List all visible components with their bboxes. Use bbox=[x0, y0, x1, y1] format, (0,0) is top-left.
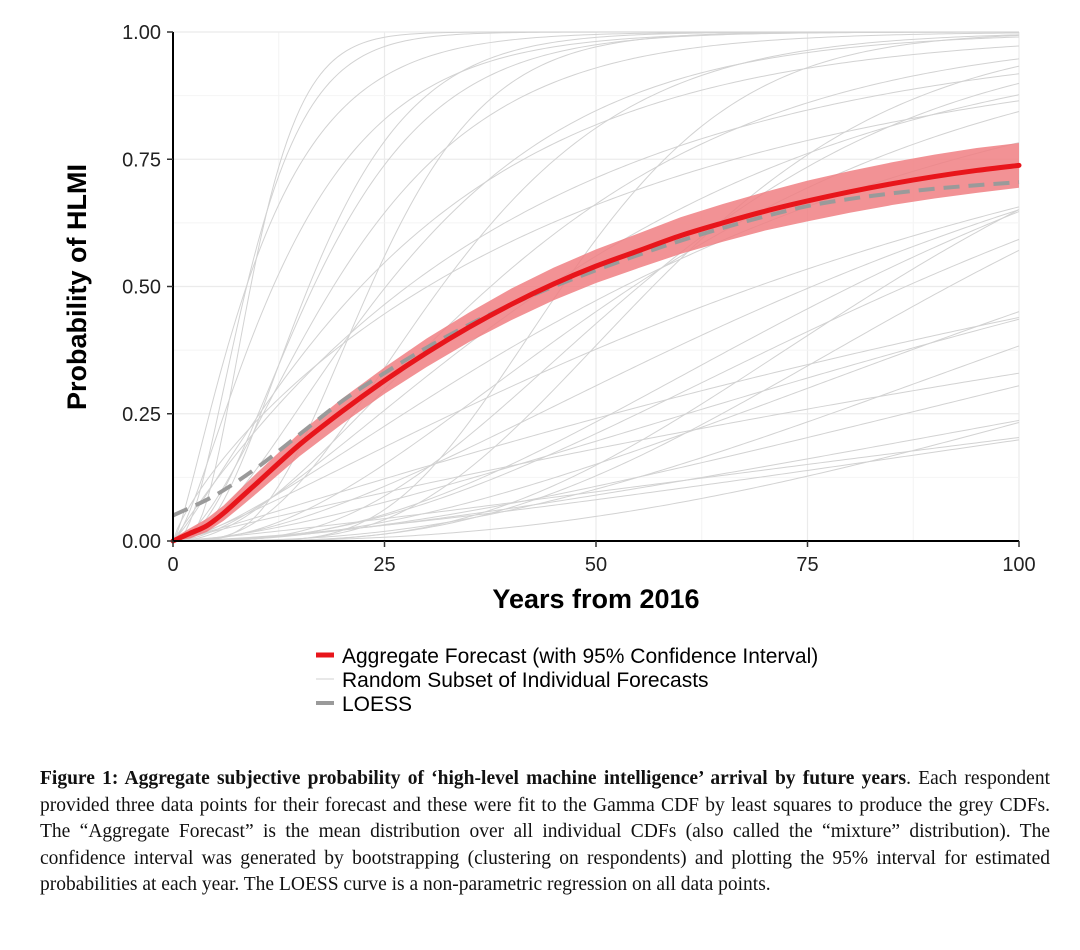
individual-forecast-line bbox=[172, 45, 1020, 542]
individual-forecast-line bbox=[173, 34, 1020, 542]
legend-label-individual: Random Subset of Individual Forecasts bbox=[342, 669, 709, 692]
x-tick-label: 25 bbox=[373, 554, 395, 576]
y-tick-label: 0.00 bbox=[122, 531, 161, 553]
x-tick-label: 50 bbox=[585, 554, 607, 576]
legend-label-aggregate: Aggregate Forecast (with 95% Confidence … bbox=[342, 645, 818, 668]
legend-label-loess: LOESS bbox=[342, 693, 412, 716]
y-tick-label: 0.25 bbox=[122, 404, 161, 426]
individual-forecast-line bbox=[172, 372, 1020, 542]
individual-forecast-line bbox=[172, 31, 1019, 542]
aggregate-layer bbox=[170, 162, 1022, 544]
individual-forecast-line bbox=[172, 206, 1020, 542]
x-tick-label: 75 bbox=[796, 554, 818, 576]
individual-forecast-line bbox=[173, 209, 1020, 542]
individual-forecast-line bbox=[173, 238, 1020, 542]
y-axis-title: Probability of HLMI bbox=[62, 164, 92, 410]
caption-body: . Each respondent provided three data po… bbox=[40, 768, 1050, 895]
legend: Aggregate Forecast (with 95% Confidence … bbox=[316, 645, 818, 716]
individual-forecast-line bbox=[172, 100, 1020, 542]
individual-forecast-line bbox=[172, 436, 1020, 542]
figure-caption: Figure 1: Aggregate subjective probabili… bbox=[40, 766, 1050, 899]
loess-layer bbox=[172, 180, 1020, 518]
individual-forecast-line bbox=[172, 36, 1020, 542]
confidence-interval-band bbox=[173, 142, 1019, 541]
individual-forecast-line bbox=[172, 316, 1020, 542]
loess-line bbox=[172, 180, 1020, 518]
individual-forecast-line bbox=[172, 209, 1020, 542]
tick-labels: 0 25 50 75 100 0.00 0.25 0.50 0.75 1.00 bbox=[122, 22, 1036, 576]
individual-forecast-line bbox=[172, 32, 1020, 542]
individual-forecast-line bbox=[172, 439, 1020, 542]
x-tick-label: 100 bbox=[1002, 554, 1035, 576]
individual-forecast-line bbox=[172, 419, 1020, 542]
x-axis-title: Years from 2016 bbox=[492, 584, 699, 614]
caption-heading: Figure 1: Aggregate subjective probabili… bbox=[40, 768, 907, 789]
y-tick-label: 0.50 bbox=[122, 277, 161, 299]
y-tick-label: 0.75 bbox=[122, 149, 161, 171]
aggregate-forecast-line bbox=[170, 162, 1022, 544]
hlmi-forecast-chart: 0 25 50 75 100 0.00 0.25 0.50 0.75 1.00 Years fro… bbox=[62, 22, 1036, 716]
individual-forecast-line bbox=[172, 318, 1020, 542]
confidence-interval-layer bbox=[173, 142, 1019, 541]
individual-forecast-line bbox=[172, 111, 1020, 542]
y-tick-label: 1.00 bbox=[122, 22, 161, 44]
x-tick-label: 0 bbox=[167, 554, 178, 576]
individual-forecast-line bbox=[172, 58, 1020, 542]
